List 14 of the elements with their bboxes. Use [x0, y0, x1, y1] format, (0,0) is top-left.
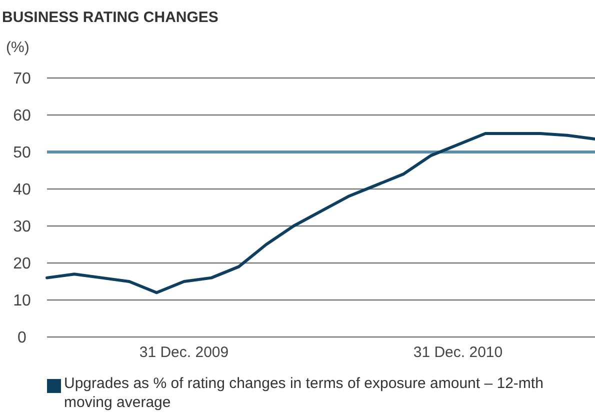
y-axis-title: (%): [6, 39, 30, 56]
y-tick-label: 70: [13, 70, 31, 88]
chart-title: BUSINESS RATING CHANGES: [2, 9, 218, 26]
y-tick-label: 60: [13, 108, 31, 125]
y-tick-label: 10: [13, 292, 31, 310]
y-tick-label: 30: [13, 218, 31, 236]
legend-label: Upgrades as % of rating changes in terms of exposure amount – 12-mth moving average: [64, 374, 544, 412]
y-tick-label: 50: [13, 144, 31, 162]
x-tick-label: 31 Dec. 2010: [413, 344, 503, 361]
y-tick-label: 0: [18, 330, 27, 347]
line-series: [46, 132, 595, 294]
x-tick-label: 31 Dec. 2009: [139, 344, 229, 361]
y-tick-label: 40: [13, 182, 31, 199]
y-tick-label: 20: [13, 256, 31, 273]
